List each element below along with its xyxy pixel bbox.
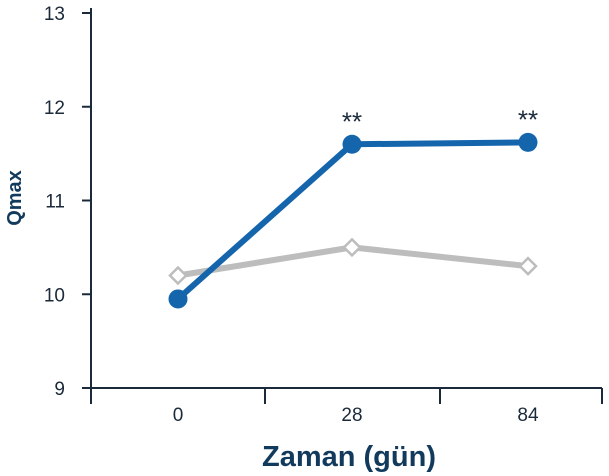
- x-axis: 0 28 84: [90, 387, 603, 426]
- series-line: [176, 139, 529, 302]
- x-tick-label: 28: [341, 405, 362, 426]
- y-tick-label: 11: [45, 192, 65, 213]
- data-point-diamond: [518, 256, 538, 276]
- y-tick-label: 13: [44, 4, 65, 25]
- y-tick-label: 12: [44, 98, 65, 119]
- series-layer: [168, 132, 538, 309]
- annotation-layer: ** **: [342, 104, 538, 136]
- y-ticks: 9 10 11 12 13: [44, 4, 91, 400]
- y-axis: 9 10 11 12 13: [44, 4, 92, 400]
- significance-marker: **: [342, 106, 362, 136]
- data-point-circle: [342, 134, 362, 154]
- series-0: [168, 237, 538, 286]
- x-tick-label: 0: [173, 405, 184, 426]
- significance-marker: **: [518, 104, 538, 134]
- y-axis-title: Qmax: [4, 170, 26, 226]
- x-tick-label: 84: [517, 405, 539, 426]
- data-point-circle: [518, 132, 538, 152]
- x-ticks: 0 28 84: [90, 388, 603, 426]
- y-tick-label: 10: [44, 285, 65, 306]
- data-point-diamond: [168, 265, 188, 286]
- y-tick-label: 9: [54, 379, 65, 400]
- data-point-diamond: [342, 237, 362, 258]
- data-point-circle: [168, 289, 188, 309]
- series-1: [168, 132, 538, 309]
- x-axis-title: Zaman (gün): [262, 441, 436, 473]
